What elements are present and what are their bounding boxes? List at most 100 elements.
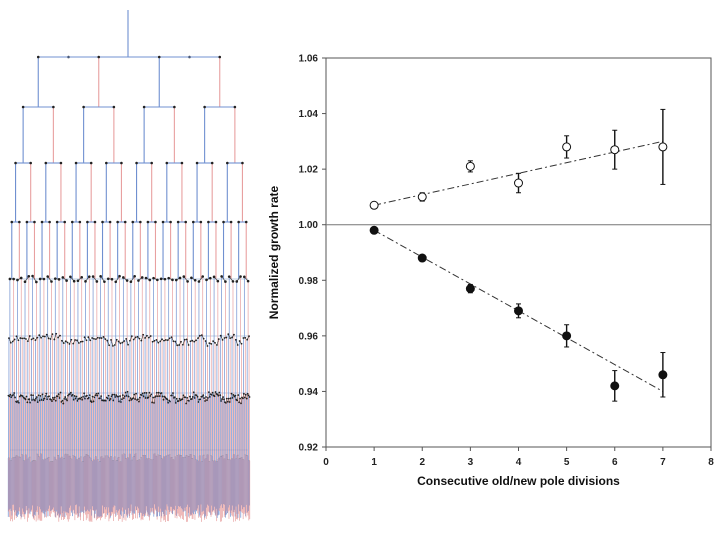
tree-node [38,399,41,402]
tree-node [149,395,152,397]
tree-node [168,337,171,340]
tree-node [244,220,248,224]
tree-node [42,335,44,338]
tree-node [212,340,215,343]
tree-node [248,335,250,338]
tree-node [210,393,213,396]
tree-node [234,338,237,341]
tree-node [130,335,133,338]
tree-node [38,334,41,336]
tree-node [108,399,111,402]
y-tick-label: 1.00 [299,220,319,231]
tree-node [58,397,61,399]
tree-node [216,344,218,346]
x-axis-title: Consecutive old/new pole divisions [417,474,620,488]
tree-node [176,220,180,224]
tree-node [66,341,69,344]
tree-node [89,339,92,342]
tree-node [42,277,46,281]
tree-node [161,338,163,341]
tree-node [195,394,198,397]
tree-node [226,161,229,165]
tree-node [140,339,143,342]
tree-node [131,220,135,224]
tree-node [180,161,184,165]
tree-node [119,342,122,345]
tree-node [80,275,84,279]
tree-node [193,397,196,399]
tree-node [140,394,143,397]
tree-node [76,399,79,402]
tree-node [74,161,78,165]
tree-node [129,339,131,342]
tree-node [29,401,32,404]
tree-node [78,220,82,224]
tree-node [228,401,231,403]
tree-node [24,398,27,401]
tree-node [156,278,159,282]
tree-node [26,340,29,343]
tree-node [47,337,50,340]
tree-node [173,105,176,109]
tree-node [55,220,59,224]
tree-node [138,337,141,340]
tree-node [28,398,31,401]
tree-node [46,275,50,278]
y-axis: 0.92 0.94 0.96 0.98 1.00 1.02 1.04 1.06 [299,54,326,454]
tree-node [35,396,38,398]
tree-node [18,220,21,224]
tree-node [185,402,188,405]
tree-node [205,278,208,282]
tree-node [77,342,80,344]
tree-node [122,276,125,279]
tree-node [30,338,33,341]
tree-node [95,280,99,283]
tree-node [164,396,167,399]
tree-node [44,395,47,397]
tree-node [104,399,107,402]
tree-node [56,395,59,398]
tree-node [222,220,225,224]
tree-node [163,339,165,342]
tree-node [91,275,95,278]
tree-node [140,276,144,279]
tree-node [31,274,34,278]
tree-node [237,220,240,224]
tree-node [181,343,184,346]
tree-node [187,344,190,346]
tree-node [235,280,239,283]
tree-node [134,398,137,400]
tree-node [25,220,29,224]
tree-node [110,277,114,281]
tree-node [182,275,186,278]
y-tick-label: 0.96 [299,331,319,342]
tree-node [93,220,97,224]
tree-node [126,390,129,393]
tree-node [150,393,153,396]
data-point [562,142,572,152]
tree-node [68,343,71,345]
tree-node [214,342,216,344]
tree-node [180,340,182,343]
tree-node [99,275,102,278]
tree-node [157,55,161,59]
tree-node [231,280,235,283]
y-axis-title: Normalized growth rate [267,186,281,320]
tree-node [94,394,97,397]
tree-node [69,275,72,279]
tree-node [174,401,177,404]
tree-node [234,394,237,397]
tree-node [227,275,231,278]
tree-node [147,336,150,339]
tree-node [192,391,195,394]
tree-node [240,342,243,345]
tree-node [153,339,156,342]
tree-node [40,399,43,401]
tree-node [176,344,179,347]
tree-node [123,220,127,224]
tree-node [12,394,15,396]
tree-node [87,275,91,278]
tree-node [8,395,11,398]
tree-node [167,276,171,280]
tree-node [159,277,163,281]
